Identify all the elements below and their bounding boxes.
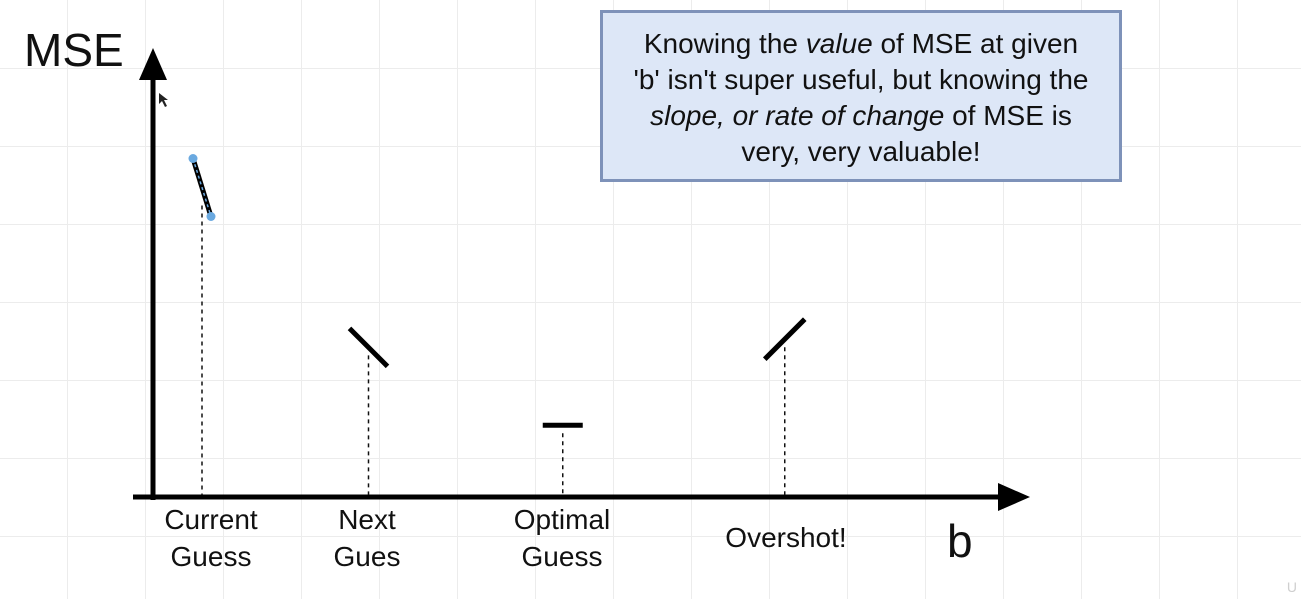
y-axis-label: MSE bbox=[24, 24, 124, 76]
label-optimal-guess-line1: Optimal bbox=[513, 504, 611, 535]
label-next-guess-line2: Gues bbox=[333, 541, 401, 572]
label-overshot: Overshot! bbox=[725, 519, 846, 556]
watermark-logo: U bbox=[1286, 579, 1297, 595]
slope-mark-next bbox=[347, 326, 390, 369]
note-line-3-post: of MSE is bbox=[944, 100, 1072, 131]
note-line-1-post: of MSE at given bbox=[872, 28, 1079, 59]
note-line-2: 'b' isn't super useful, but knowing the bbox=[633, 64, 1089, 95]
label-overshot-line1: Overshot! bbox=[725, 522, 847, 553]
note-line-4: very, very valuable! bbox=[741, 136, 981, 167]
label-optimal-guess: Optimal Guess bbox=[514, 501, 610, 575]
label-optimal-guess-line2: Guess bbox=[521, 541, 603, 572]
label-next-guess-line1: Next bbox=[338, 504, 396, 535]
y-axis-arrow bbox=[139, 48, 167, 80]
mouse-cursor-icon bbox=[159, 93, 168, 107]
note-line-3-em: slope, or rate of change bbox=[650, 100, 945, 131]
label-current-guess: Current Guess bbox=[164, 501, 257, 575]
note-line-3: slope, or rate of change of MSE is bbox=[613, 98, 1109, 134]
slope-mark-overshot bbox=[762, 317, 807, 361]
label-current-guess-line2: Guess bbox=[170, 541, 252, 572]
selection-guide-current bbox=[192, 158, 212, 217]
label-current-guess-line1: Current bbox=[164, 504, 258, 535]
note-box: Knowing the value of MSE at given 'b' is… bbox=[600, 10, 1122, 182]
label-next-guess: Next Gues bbox=[334, 501, 401, 575]
selection-handle-end[interactable] bbox=[206, 212, 216, 221]
selection-handle-start[interactable] bbox=[188, 154, 198, 163]
note-line-1-pre: Knowing the bbox=[643, 28, 806, 59]
x-axis-label: b bbox=[947, 515, 973, 567]
note-line-1: Knowing the value of MSE at given bbox=[613, 26, 1109, 62]
x-axis-arrow bbox=[998, 483, 1030, 511]
note-line-1-em: value bbox=[805, 28, 873, 59]
